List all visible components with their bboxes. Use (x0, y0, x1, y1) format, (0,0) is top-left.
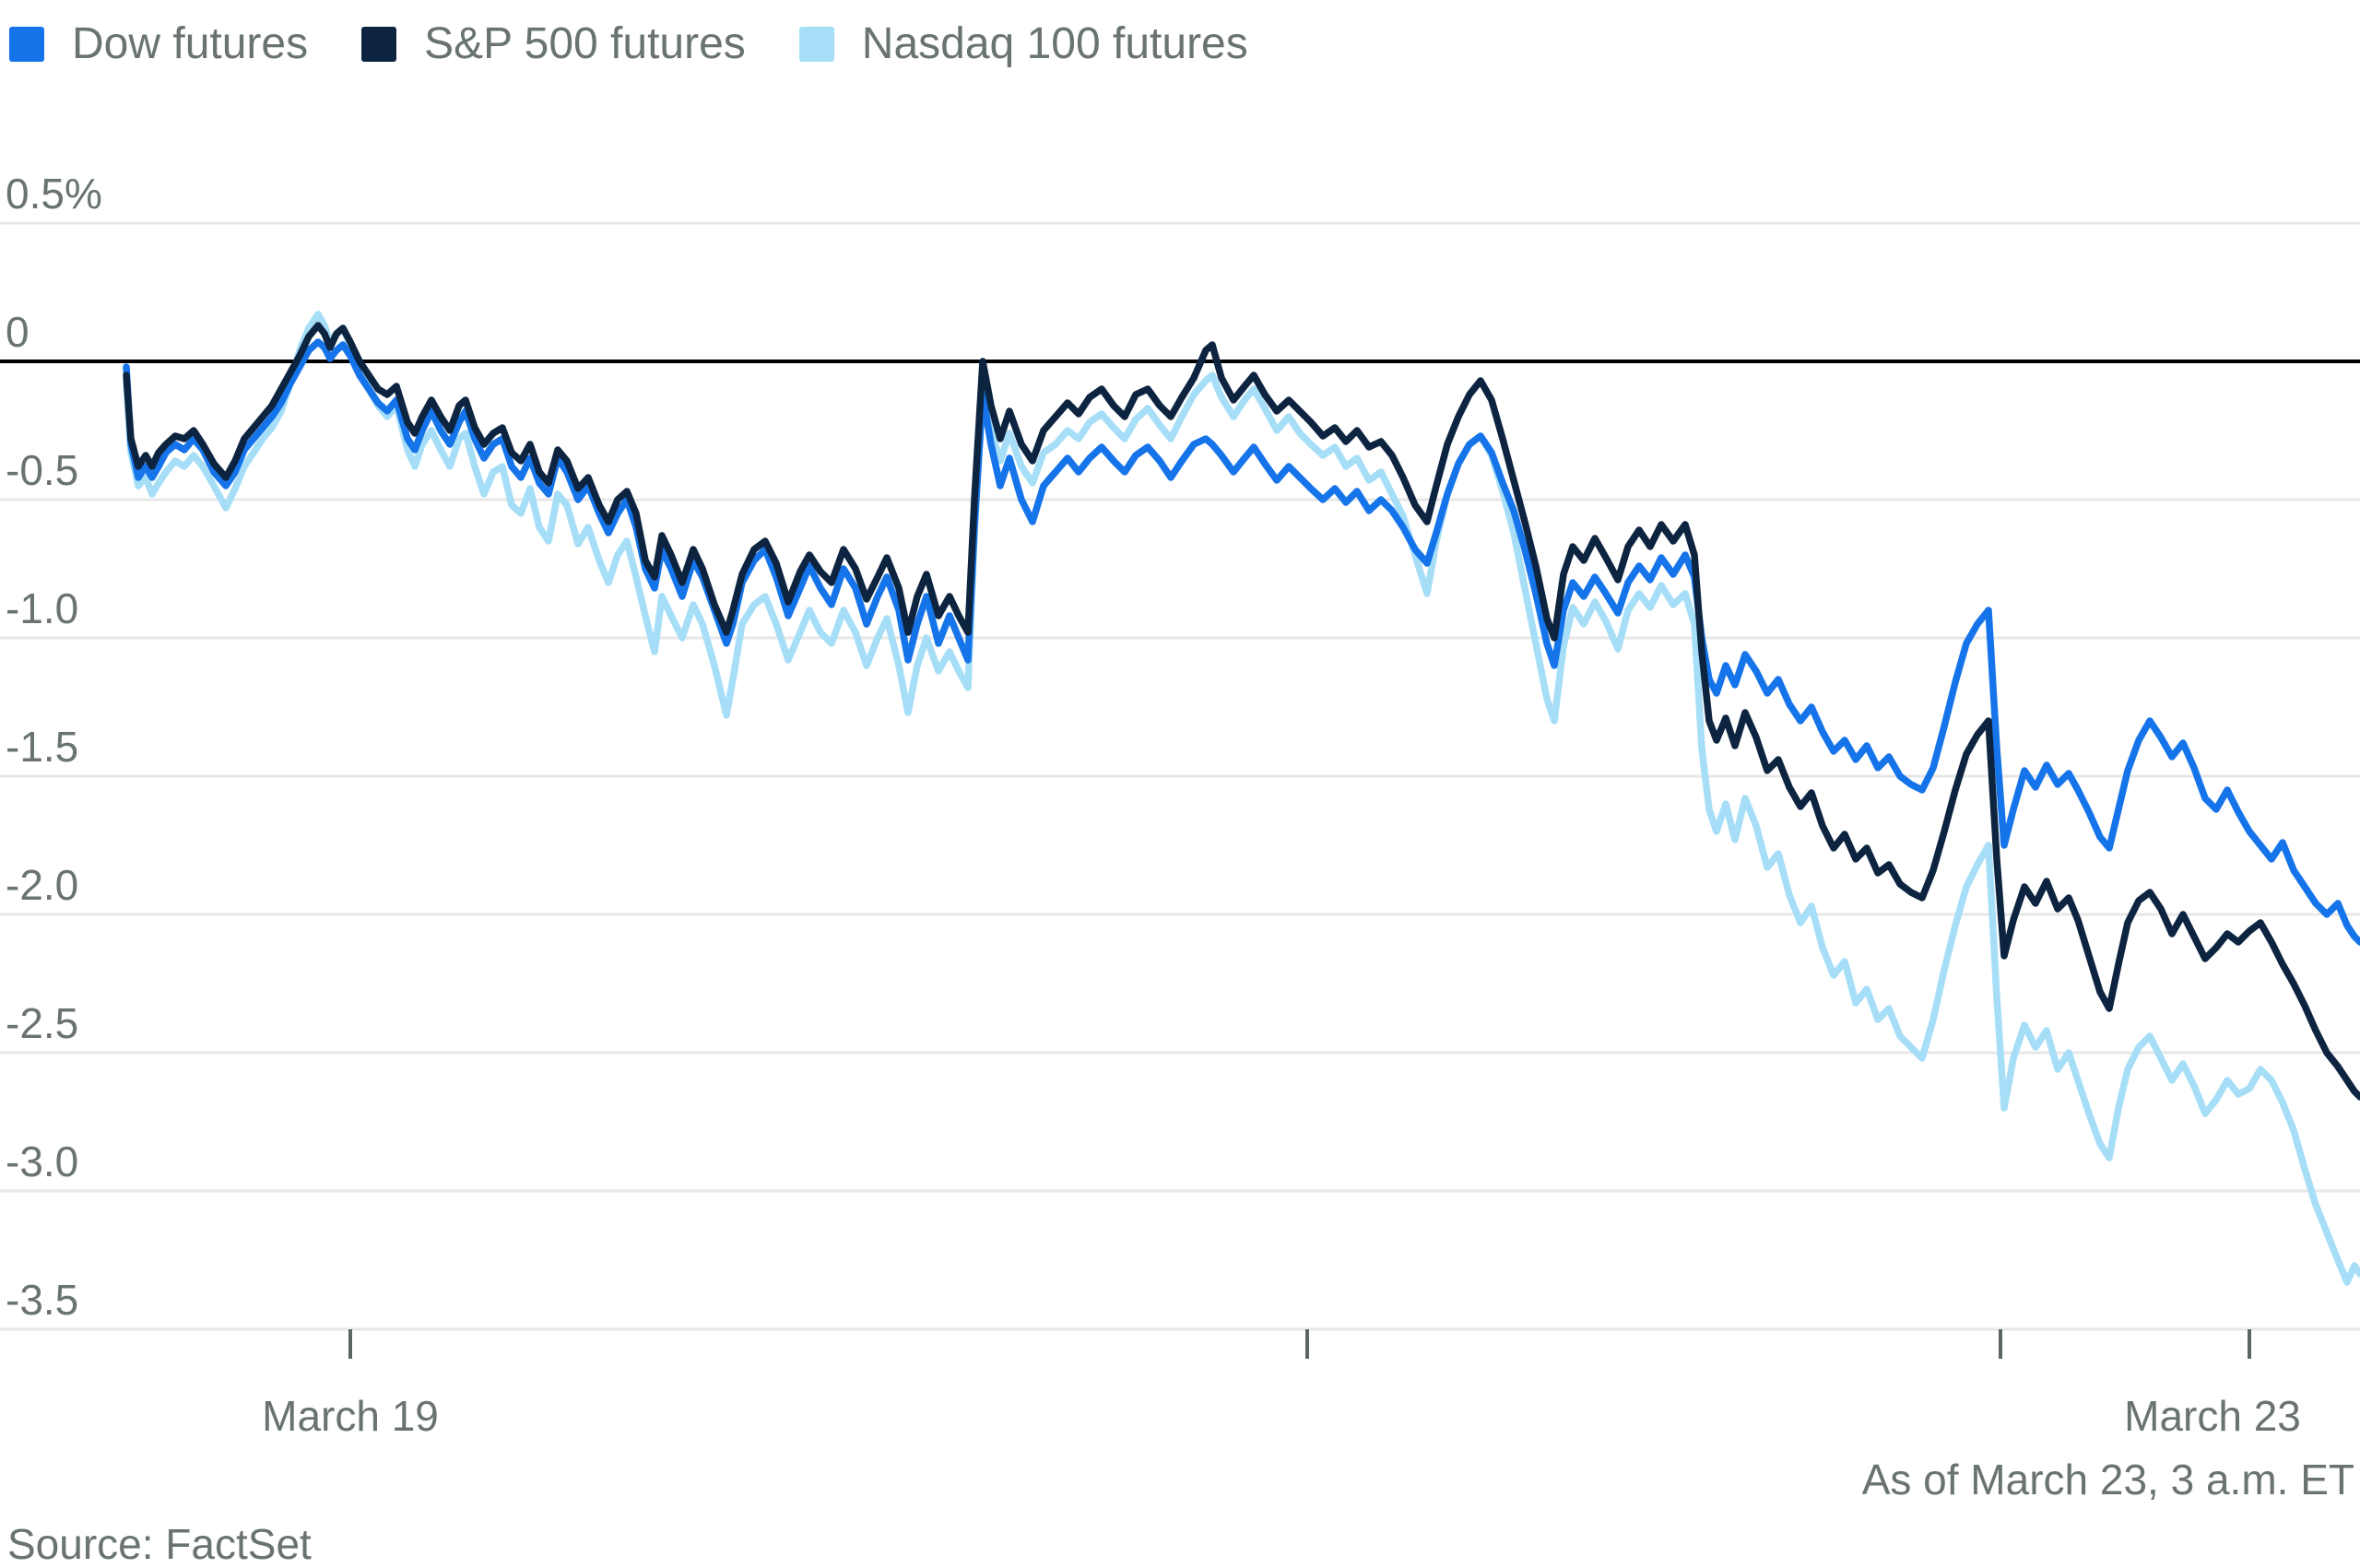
series-line-nasdaq100 (123, 311, 2360, 1286)
y-axis-label: -0.5 (6, 446, 78, 494)
legend-label-dow-futures: Dow futures (72, 19, 309, 68)
x-axis-label: March 23 (2124, 1392, 2301, 1440)
source-note: Source: FactSet (7, 1520, 312, 1568)
dow-futures-swatch-icon (9, 26, 44, 62)
y-axis-label: -3.0 (6, 1138, 78, 1185)
y-axis-label: -2.5 (6, 999, 78, 1047)
y-axis-label: -1.5 (6, 723, 78, 771)
series-line-dow (123, 338, 2360, 946)
legend-item-nasdaq100-futures: Nasdaq 100 futures (798, 18, 1248, 69)
y-axis-label: -1.0 (6, 584, 78, 632)
y-axis-label: 0.5% (6, 170, 102, 218)
y-axis-label: 0 (6, 308, 30, 356)
legend-label-nasdaq100-futures: Nasdaq 100 futures (861, 19, 1248, 68)
legend-label-sp500-futures: S&P 500 futures (424, 19, 746, 68)
sp500-futures-swatch-icon (361, 26, 397, 62)
legend-item-sp500-futures: S&P 500 futures (361, 18, 746, 69)
series-line-sp500 (123, 322, 2360, 1101)
legend: Dow futures S&P 500 futures Nasdaq 100 f… (9, 18, 1248, 69)
y-axis-label: -2.0 (6, 861, 78, 909)
legend-item-dow-futures: Dow futures (9, 18, 308, 69)
y-axis-label: -3.5 (6, 1276, 78, 1324)
as-of-note: As of March 23, 3 a.m. ET (1861, 1456, 2354, 1503)
nasdaq100-futures-swatch-icon (798, 26, 834, 62)
x-axis-label: March 19 (262, 1392, 439, 1440)
